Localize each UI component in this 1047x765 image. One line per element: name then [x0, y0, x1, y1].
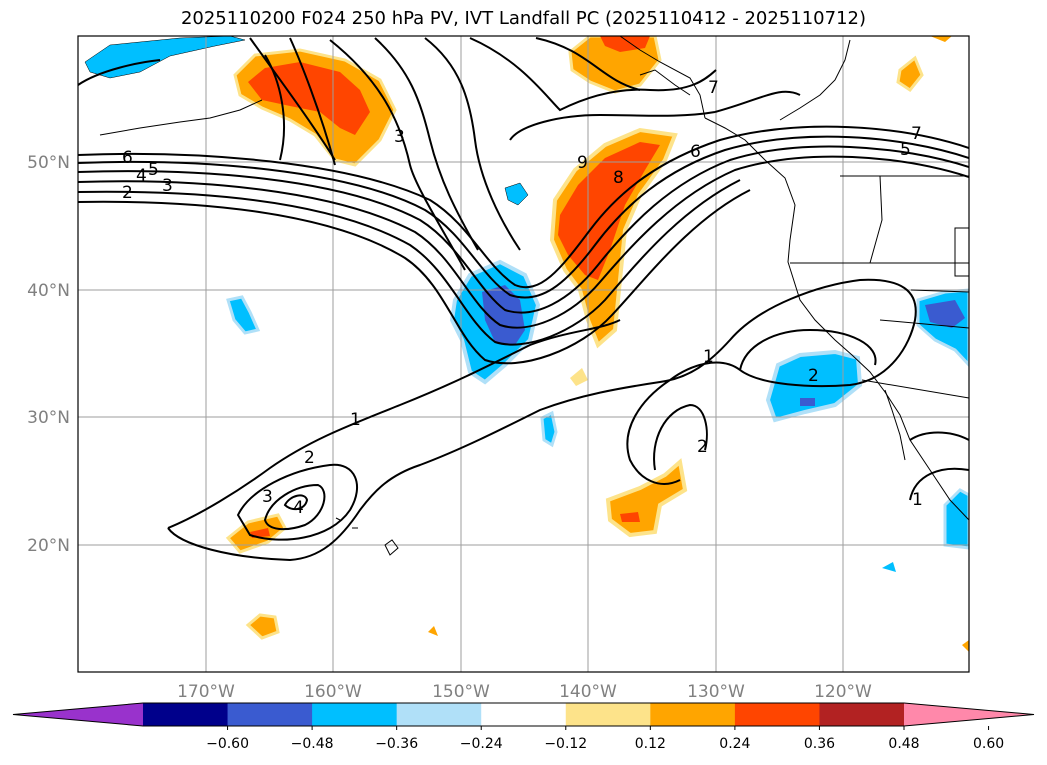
pv-pos-core: [620, 512, 640, 522]
contour-label: 3: [394, 127, 405, 147]
contour-label: 2: [304, 448, 315, 468]
colorbar-segment: [396, 703, 482, 726]
colorbar-segment: [227, 703, 313, 726]
colorbar-segment: [819, 703, 905, 726]
pv-pos-region: [930, 36, 952, 42]
lon-label: 130°W: [687, 682, 745, 702]
colorbar-tick-label: 0.12: [635, 736, 666, 752]
contour-labels: 6 5 4 3 2 3 9 8 6 7 7 5 1 2 2 3 4 1 2 1: [122, 78, 923, 518]
colorbar-extend-low: [13, 703, 143, 726]
lon-label: 140°W: [559, 682, 617, 702]
colorbar-tick-label: −0.60: [206, 736, 249, 752]
lon-label: 160°W: [304, 682, 362, 702]
colorbar-tick-label: −0.24: [460, 736, 503, 752]
pv-pos-region: [568, 36, 662, 94]
lon-label: 120°W: [814, 682, 872, 702]
map-frame: [77, 35, 970, 673]
contour-label: 7: [708, 78, 719, 98]
contour-label: 2: [697, 437, 708, 457]
pv-contours: [78, 37, 969, 562]
contour-label: 4: [293, 498, 304, 518]
colorbar-segment: [143, 703, 229, 726]
colorbar-segment: [312, 703, 398, 726]
graticule: [78, 36, 969, 672]
lon-label: 150°W: [432, 682, 490, 702]
contour-label: 6: [122, 148, 133, 168]
pv-pos-region: [428, 626, 438, 636]
colorbar-segment: [481, 703, 567, 726]
contour-label: 2: [122, 183, 133, 203]
pv-pos-region: [245, 613, 280, 640]
map-title: 2025110200 F024 250 hPa PV, IVT Landfall…: [180, 8, 867, 29]
colorbar-segment: [565, 703, 651, 726]
pv-pos-region: [605, 458, 688, 538]
contour-label: 9: [577, 153, 588, 173]
pv-neg-region: [504, 182, 529, 206]
contour-label: 8: [613, 168, 624, 188]
contour-label: 2: [808, 366, 819, 386]
contour-label: 1: [912, 490, 923, 510]
lat-label: 40°N: [27, 281, 70, 301]
lon-label: 170°W: [177, 682, 235, 702]
contour-label: 5: [900, 140, 911, 160]
contour-label: 1: [703, 347, 714, 367]
colorbar-tick-label: 0.48: [888, 736, 919, 752]
contour-label: 4: [136, 166, 147, 186]
colorbar-segment: [650, 703, 736, 726]
contour-label: 6: [690, 142, 701, 162]
colorbar-tick-label: −0.36: [375, 736, 418, 752]
colorbar-tick-label: −0.12: [544, 736, 587, 752]
contour-label: 1: [350, 410, 361, 430]
pv-neg-region: [882, 562, 896, 572]
colorbar-tick-label: 0.60: [973, 736, 1004, 752]
colorbar-extend-high: [904, 703, 1034, 726]
lat-label: 30°N: [27, 408, 70, 428]
colorbar-tick-label: 0.24: [719, 736, 750, 752]
contour-label: 7: [911, 124, 922, 144]
colorbar-tick-label: −0.48: [291, 736, 334, 752]
pv-pos-region: [570, 368, 588, 386]
lat-label: 20°N: [27, 536, 70, 556]
pv-pos-core: [248, 62, 370, 135]
latitude-labels: 50°N 40°N 30°N 20°N: [27, 153, 70, 556]
pv-pos-region: [896, 55, 924, 93]
pv-neg-region: [84, 36, 246, 79]
colorbar-outline: [12, 702, 1035, 727]
contour-label: 5: [148, 160, 159, 180]
colorbar-tick-label: 0.36: [804, 736, 835, 752]
pv-neg-region: [540, 410, 558, 448]
lat-label: 50°N: [27, 153, 70, 173]
pv-neg-core: [925, 300, 965, 328]
contour-label: 3: [162, 176, 173, 196]
pv-pos-region: [962, 640, 969, 652]
colorbar: −0.60 −0.48 −0.36 −0.24 −0.12 0.12 0.24 0.36 0.4…: [12, 702, 1035, 752]
longitude-labels: 170°W 160°W 150°W 140°W 130°W 120°W: [177, 682, 872, 702]
pv-pos-core: [558, 142, 660, 280]
pv-neg-core: [800, 398, 815, 406]
contour-label: 3: [262, 487, 273, 507]
colorbar-segment: [734, 703, 820, 726]
pv-neg-region: [226, 295, 261, 335]
pv-neg-region: [943, 488, 969, 550]
